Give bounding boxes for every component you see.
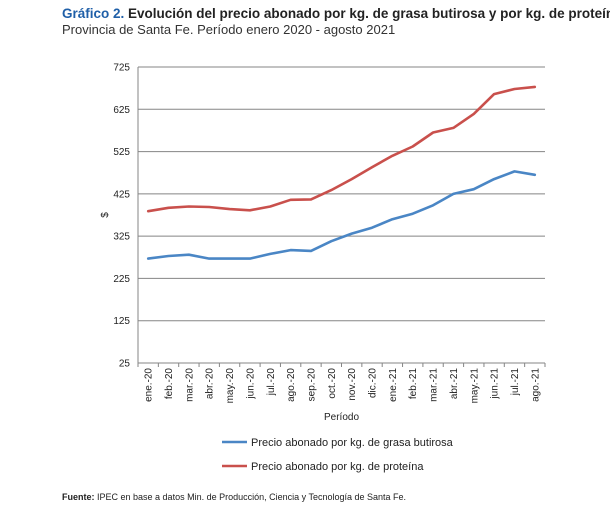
y-tick-label: 25 xyxy=(119,359,131,370)
x-axis-label: Período xyxy=(324,412,359,423)
x-tick-label: abr.-20 xyxy=(205,368,216,400)
y-tick-label: 525 xyxy=(113,147,130,158)
chart-title-text: Evolución del precio abonado por kg. de … xyxy=(128,6,610,21)
line-chart: 725 625 525 425 325 225 125 25 ene.-20 feb.-20 mar… xyxy=(100,63,546,473)
legend-label-grasa-butirosa: Precio abonado por kg. de grasa butirosa xyxy=(251,437,454,449)
y-tick-label: 325 xyxy=(113,232,130,243)
legend-label-proteina: Precio abonado por kg. de proteína xyxy=(251,461,424,473)
y-axis-label: $ xyxy=(100,212,111,218)
x-tick-label: mar.-20 xyxy=(184,368,195,402)
x-tick-label: ene.-21 xyxy=(388,368,399,402)
source-note: Fuente: IPEC en base a datos Min. de Pro… xyxy=(62,492,406,502)
x-tick-label: dic.-20 xyxy=(368,368,379,398)
x-tick-label: oct.-20 xyxy=(327,368,338,399)
source-label: Fuente: xyxy=(62,492,95,502)
x-tick-label: feb.-20 xyxy=(164,368,175,400)
y-tick-label: 725 xyxy=(113,63,130,74)
x-tick-label: mar.-21 xyxy=(429,368,440,402)
chart-title-prefix: Gráfico 2. xyxy=(62,6,125,21)
x-tick-label: nov.-20 xyxy=(347,368,358,401)
x-tick-label: may.-20 xyxy=(225,368,236,404)
x-tick-label: jun.-21 xyxy=(490,368,501,400)
x-tick-label: feb.-21 xyxy=(408,368,419,400)
chart-title: Gráfico 2. Evolución del precio abonado … xyxy=(62,6,610,21)
x-tick-label: ene.-20 xyxy=(144,368,155,402)
x-tick-label: ago.-20 xyxy=(286,368,297,402)
series-line-grasa-butirosa xyxy=(146,170,537,260)
y-tick-label: 125 xyxy=(113,316,130,327)
chart-subtitle: Provincia de Santa Fe. Período enero 202… xyxy=(62,22,396,37)
x-tick-label: sep.-20 xyxy=(306,368,317,402)
y-tick-label: 425 xyxy=(113,189,130,200)
x-tick-label: jul.-20 xyxy=(266,368,277,397)
y-tick-label: 225 xyxy=(113,274,130,285)
x-tick-label: jul.-21 xyxy=(510,368,521,397)
source-text: IPEC en base a datos Min. de Producción,… xyxy=(97,492,407,502)
series-line-proteina xyxy=(146,85,537,213)
x-tick-label: abr.-21 xyxy=(449,368,460,400)
x-tick-label: may.-21 xyxy=(469,368,480,404)
x-tick-label: ago.-21 xyxy=(530,368,541,402)
y-tick-label: 625 xyxy=(113,105,130,116)
x-tick-label: jun.-20 xyxy=(245,368,256,400)
